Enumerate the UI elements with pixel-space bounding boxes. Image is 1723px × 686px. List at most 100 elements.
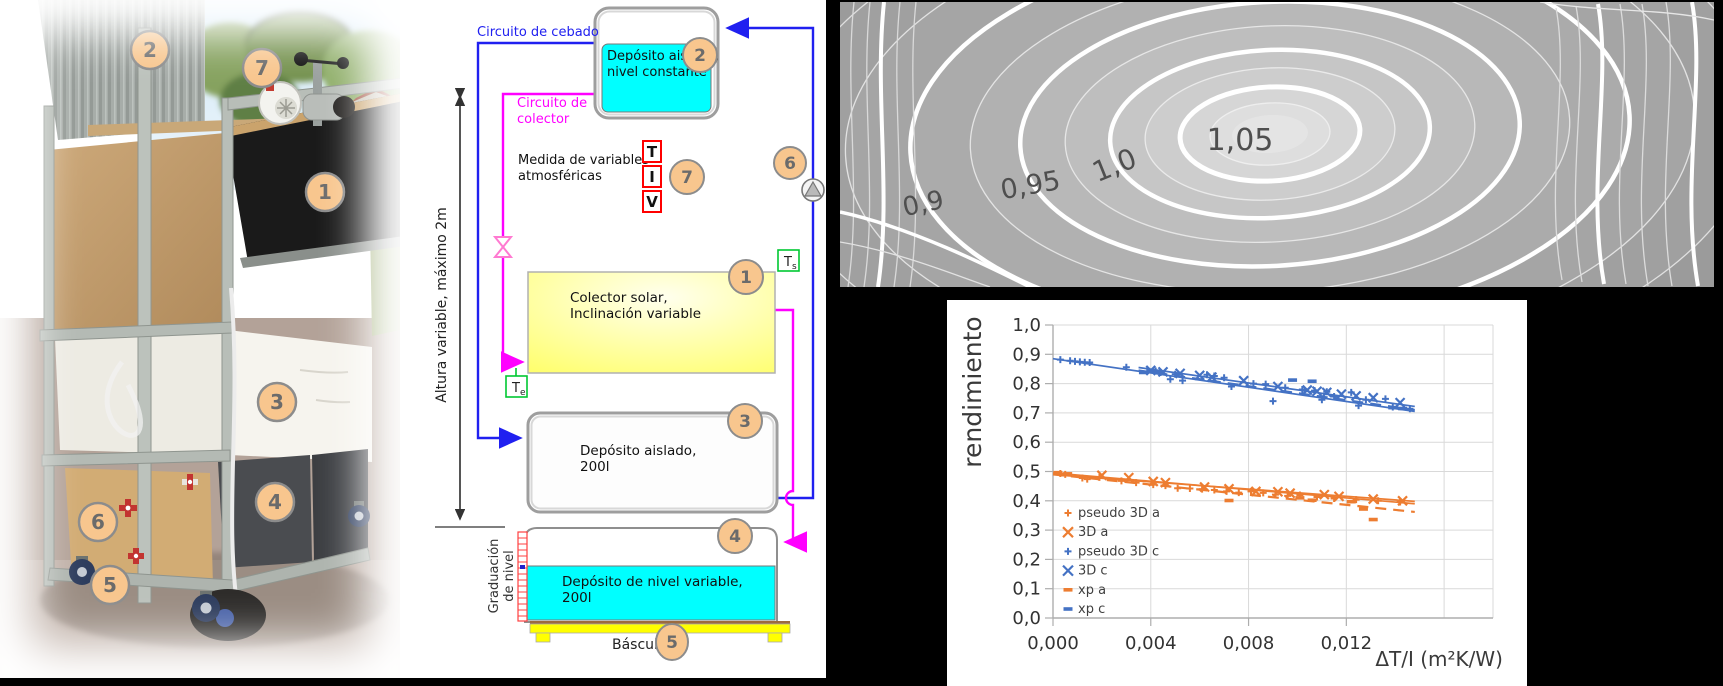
rig-photo-illustration: 2 7 1 3 4 6 5 [0,0,400,678]
y-tick-label: 0,4 [1012,491,1041,512]
trendline [1138,369,1415,412]
atmos-label-2: atmosféricas [518,169,602,184]
x-axis-title: ΔT/I (m²K/W) [1375,647,1503,671]
pump-icon [801,178,825,202]
atmos-sensor-boxes: T I V [642,140,662,213]
left-panel: 2 7 1 3 4 6 5 [0,0,826,678]
legend-item: xp c [1063,602,1105,617]
x-tick-label: 0,008 [1223,633,1275,654]
collector-label-1: Colector solar, [570,290,668,306]
legend-item: xp a [1063,583,1106,598]
series-3D-a [1096,470,1408,507]
legend-label: pseudo 3D a [1078,506,1160,521]
contour-rings [840,2,1714,287]
level-graduation-ruler: Graduación de nivel [487,531,528,622]
y-tick-label: 0,8 [1012,374,1041,395]
diagram-badge: 7 [681,168,693,188]
bascula-label: Báscula [612,637,667,653]
Te-base: T [511,381,520,396]
x-tick-label: 0,004 [1125,633,1177,654]
diagram-badge: 6 [784,154,796,174]
y-tick-label: 0,7 [1012,403,1041,424]
diagram-badge: 4 [729,527,741,547]
y-tick-label: 0,6 [1012,432,1041,453]
tank200-label-2: 200l [580,459,610,475]
sensor-T-label: T [647,143,658,161]
photo-badge: 7 [255,56,269,80]
height-dimension: Altura variable, máximo 2m [434,87,505,528]
sensor-V-label: V [646,193,658,211]
legend-label: xp c [1078,602,1105,617]
series-xp-c [1138,369,1408,411]
insulated-tank-200: Depósito aislado, 200l [526,411,779,514]
diagram-badge: 2 [694,46,706,66]
variable-tank-label-2: 200l [562,590,592,606]
photo-badge: 6 [91,510,105,534]
legend-label: pseudo 3D c [1078,544,1159,559]
trendline [1057,474,1415,503]
collector-circuit-label-1: Circuito de [517,96,587,111]
photo-badges: 2 7 1 3 4 6 5 [77,29,346,606]
collector-circuit-label-2: colector [517,112,570,127]
series-3D-c [1145,365,1406,408]
photo-badge: 2 [143,38,157,62]
atmos-label-1: Medida de variables [518,153,649,168]
red-valves [119,474,198,564]
chart-trendlines [1052,357,1415,514]
photo-badge: 3 [270,390,284,414]
chart-data-points [1053,356,1414,522]
tank200-label-1: Depósito aislado, [580,443,696,459]
clear-hose [104,360,143,438]
priming-circuit-lines [476,17,815,500]
rig-photo: 2 7 1 3 4 6 5 [0,0,400,678]
trendline [1052,473,1415,514]
x-tick-label: 0,000 [1027,633,1079,654]
chart-axes [1045,324,1493,626]
legend-item: pseudo 3D c [1064,544,1159,559]
legend-item: pseudo 3D a [1064,506,1160,521]
efficiency-chart: 0,0 0,1 0,2 0,3 0,4 0,5 0,6 0,7 0,8 0,9 1,0 0,000 0,… [947,300,1527,686]
Ts-base: T [783,255,792,270]
dark-tank-right [312,449,368,560]
caster-wheels [69,501,370,622]
y-tick-label: 0,3 [1012,520,1041,541]
graduation-label-1: Graduación [487,539,502,614]
x-tick-label: 0,012 [1321,633,1373,654]
sensor-I-label: I [649,168,655,186]
y-tick-label: 0,1 [1012,579,1041,600]
white-box-right [228,330,372,462]
corrugated-wall [38,0,205,140]
photo-badge: 1 [318,180,332,204]
variable-tank-label-1: Depósito de nivel variable, [562,574,743,590]
chart-gridlines [1053,324,1494,618]
constant-tank-label-2: nivel constante [607,65,707,80]
diagram-badge: 3 [739,412,751,432]
y-tick-label: 1,0 [1012,315,1041,336]
collector-circuit-lines [500,92,808,553]
series-pseudo-3D-c [1056,356,1414,413]
legend-label: 3D a [1078,525,1108,540]
collector-label-2: Inclinación variable [570,306,701,322]
contour-map: 0,9 0,95 1,0 1,05 [840,2,1714,287]
y-tick-label: 0,0 [1012,608,1041,629]
valve-icon [492,236,514,258]
Ts-sub: s [792,262,797,272]
white-cable [229,287,242,626]
legend-label: 3D c [1078,564,1108,579]
y-tick-label: 0,9 [1012,344,1041,365]
priming-circuit-label: Circuito de cebado [477,25,599,40]
chart-tick-labels: 0,0 0,1 0,2 0,3 0,4 0,5 0,6 0,7 0,8 0,9 1,0 0,000 0,… [1012,315,1372,654]
contour-left-lines [840,2,1031,287]
temp-sensor-Te: T e [505,368,528,398]
Te-sub: e [520,388,526,398]
diagram-badges: 2 7 6 1 3 4 5 [655,37,807,661]
diagram-badge: 5 [666,633,678,653]
series-xp-a [1053,470,1378,522]
contour-right-lines [1539,2,1714,287]
temp-sensor-Ts: T s [777,249,800,272]
chart-legend: pseudo 3D a 3D a pseudo 3D c 3D c xp a xp c [1062,506,1160,617]
legend-item: 3D c [1062,564,1108,579]
graduation-label-2: de nivel [502,550,517,602]
photo-badge: 4 [268,490,282,514]
